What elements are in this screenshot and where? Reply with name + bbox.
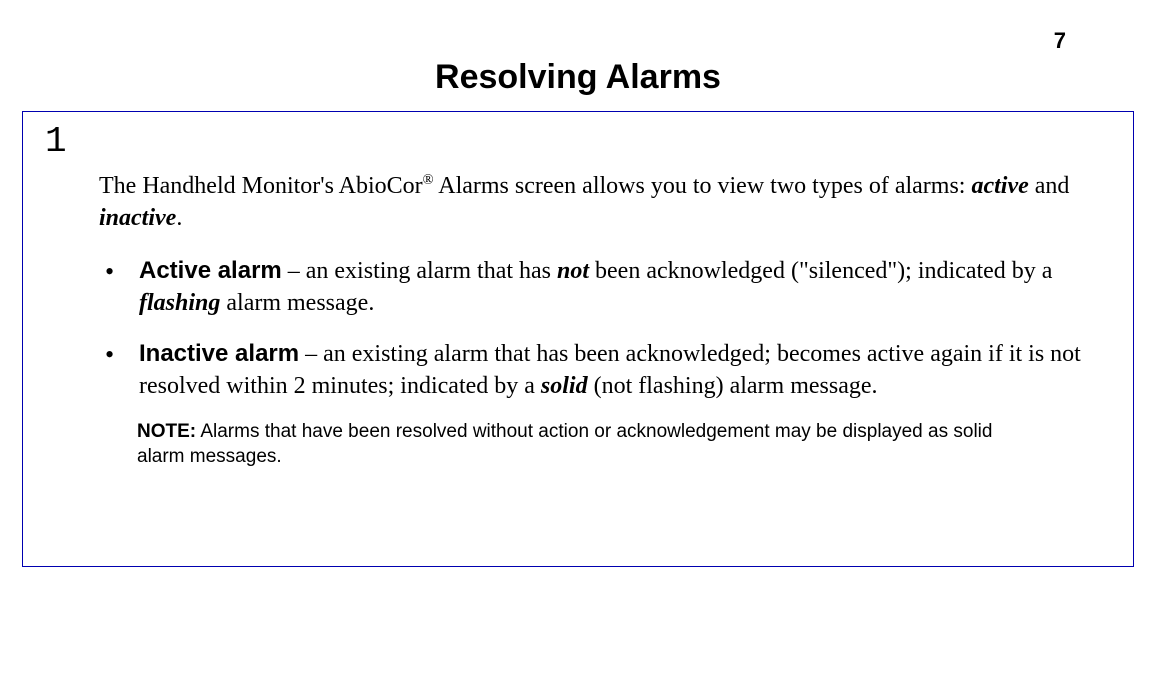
inactive-alarm-tail: (not flashing) alarm message. — [588, 373, 878, 399]
intro-inactive: inactive — [99, 205, 176, 231]
bullet-list: Active alarm – an existing alarm that ha… — [99, 255, 1093, 403]
active-alarm-flashing: flashing — [139, 290, 220, 316]
section-number: 1 — [45, 124, 1093, 160]
active-alarm-not: not — [557, 258, 589, 284]
intro-pre: The Handheld Monitor's AbioCor — [99, 173, 423, 199]
note-paragraph: NOTE: Alarms that have been resolved wit… — [137, 420, 1037, 469]
bullet-inactive-alarm: Inactive alarm – an existing alarm that … — [99, 338, 1093, 403]
active-alarm-dash: – an existing alarm that has — [282, 258, 557, 284]
content-box: 1 The Handheld Monitor's AbioCor® Alarms… — [22, 111, 1134, 567]
inactive-alarm-term: Inactive alarm — [139, 340, 299, 367]
page-title: Resolving Alarms — [0, 58, 1156, 97]
intro-paragraph: The Handheld Monitor's AbioCor® Alarms s… — [99, 170, 1093, 235]
inactive-alarm-solid: solid — [541, 373, 588, 399]
active-alarm-after-not: been acknowledged ("silenced"); indicate… — [589, 258, 1052, 284]
active-alarm-tail: alarm message. — [220, 290, 374, 316]
note-text: Alarms that have been resolved without a… — [137, 421, 992, 467]
registered-mark: ® — [423, 172, 434, 188]
page-number: 7 — [1054, 28, 1066, 54]
intro-active: active — [971, 173, 1028, 199]
intro-mid: Alarms screen allows you to view two typ… — [434, 173, 972, 199]
note-label: NOTE: — [137, 421, 196, 442]
intro-end: . — [176, 205, 182, 231]
active-alarm-term: Active alarm — [139, 257, 282, 284]
bullet-active-alarm: Active alarm – an existing alarm that ha… — [99, 255, 1093, 320]
intro-and: and — [1029, 173, 1070, 199]
